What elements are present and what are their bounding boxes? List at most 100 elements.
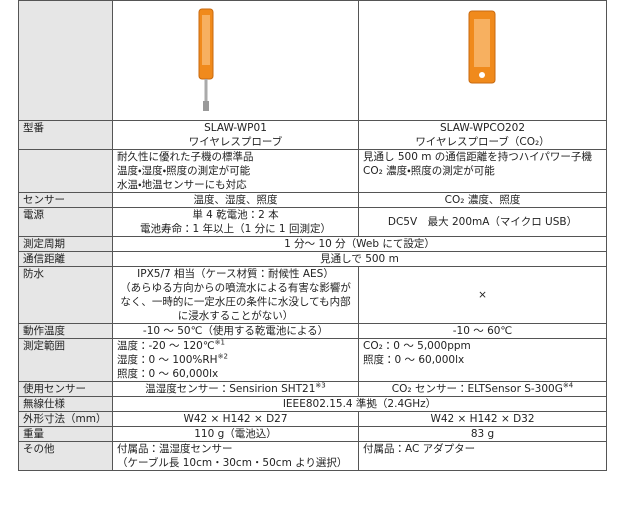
blank-cell xyxy=(18,0,113,121)
cell-line: 83 g xyxy=(470,428,495,440)
spec-cell: CO₂：0 ～ 5,000ppm 照度：0 ～ 60,000lx xyxy=(358,338,607,382)
cell-line: 付属品：AC アダプター xyxy=(363,443,476,455)
cell-line: CO₂：0 ～ 5,000ppm xyxy=(363,340,471,352)
cell-line: 付属品：温湿度センサー xyxy=(117,443,233,455)
cell-text: 湿度：0 ～ 100%RH xyxy=(117,354,218,366)
spec-cell: 110 g（電池込） xyxy=(112,426,359,442)
cell-line: × xyxy=(478,289,487,301)
spec-cell: -10 ～ 50℃（使用する乾電池による） xyxy=(112,323,359,339)
product-image xyxy=(468,10,496,84)
cell-line: IPX5/7 相当（ケース材質：耐候性 AES） xyxy=(137,268,334,280)
cell-line: 湿度：0 ～ 100%RH※2 xyxy=(117,353,354,367)
row-label: 使用センサー xyxy=(18,381,113,397)
spec-cell: 温湿度センサー：Sensirion SHT21※3 xyxy=(112,381,359,397)
image-cell xyxy=(358,0,607,121)
cell-line: CO₂ 濃度、照度 xyxy=(444,194,521,206)
footnote-mark: ※4 xyxy=(562,381,574,390)
cell-line: 1 分～ 10 分（Web にて設定） xyxy=(284,238,435,250)
cell-line: W42 × H142 × D32 xyxy=(430,413,535,425)
row-label: 測定周期 xyxy=(18,236,113,252)
spec-cell: 単 4 乾電池：2 本電池寿命：1 年以上（1 分に 1 回測定） xyxy=(112,207,359,237)
row-label: 重量 xyxy=(18,426,113,442)
cell-text: CO₂ センサー：ELTSensor S-300G xyxy=(391,383,563,395)
cell-line: 耐久性に優れた子機の標準品 xyxy=(117,151,254,163)
row-label: 動作温度 xyxy=(18,323,113,339)
cell-line: DC5V 最大 200mA（マイクロ USB） xyxy=(387,216,578,228)
spec-cell: -10 ～ 60℃ xyxy=(358,323,607,339)
spec-row: 使用センサー 温湿度センサー：Sensirion SHT21※3 CO₂ センサー：… xyxy=(18,381,607,397)
spec-row: センサー 温度、湿度、照度 CO₂ 濃度、照度 xyxy=(18,192,607,208)
spec-cell: IPX5/7 相当（ケース材質：耐候性 AES） （あらゆる方向からの噴流水による… xyxy=(112,266,359,324)
cell-line: （ケーブル長 10cm・30cm・50cm より選択） xyxy=(117,457,348,469)
spec-cell: 1 分～ 10 分（Web にて設定） xyxy=(112,236,607,252)
spec-cell: SLAW-WP01 ワイヤレスプローブ xyxy=(112,120,359,150)
cell-line: SLAW-WP01 xyxy=(204,122,267,134)
product-image xyxy=(198,8,214,111)
spec-cell: 見通し 500 m の通信距離を持つハイパワー子機 CO₂ 濃度・照度の測定が可能 xyxy=(358,149,607,193)
spec-row: 通信距離 見通しで 500 m xyxy=(18,251,607,267)
row-label: 電源 xyxy=(18,207,113,237)
table-body: 型番 SLAW-WP01 ワイヤレスプローブ SLAW-WPCO202 ワイヤレスプロー… xyxy=(18,0,607,471)
row-label: 防水 xyxy=(18,266,113,324)
cell-line: -10 ～ 50℃（使用する乾電池による） xyxy=(142,325,329,337)
spec-cell: 温度、湿度、照度 xyxy=(112,192,359,208)
cell-line: ワイヤレスプローブ（CO₂） xyxy=(415,136,550,148)
cell-line: 温度：-20 ～ 120℃※1 xyxy=(117,339,354,353)
cell-line: SLAW-WPCO202 xyxy=(439,122,526,134)
footnote-mark: ※1 xyxy=(214,338,225,347)
spec-row: その他 付属品：温湿度センサー （ケーブル長 10cm・30cm・50cm より選択… xyxy=(18,441,607,471)
spec-row: 測定範囲 温度：-20 ～ 120℃※1 湿度：0 ～ 100%RH※2 照度：0 ～… xyxy=(18,338,607,382)
row-label: センサー xyxy=(18,192,113,208)
spec-cell: W42 × H142 × D32 xyxy=(358,411,607,427)
cell-line: CO₂ 濃度・照度の測定が可能 xyxy=(363,165,495,177)
cell-line: 水温・地温センサーにも対応 xyxy=(117,179,247,191)
spec-cell: DC5V 最大 200mA（マイクロ USB） xyxy=(358,207,607,237)
cell-line: 温度・湿度・照度の測定が可能 xyxy=(117,165,251,177)
footnote-mark: ※2 xyxy=(217,352,228,361)
row-label: 外形寸法（mm） xyxy=(18,411,113,427)
cell-line: W42 × H142 × D27 xyxy=(183,413,288,425)
cell-line: 温湿度センサー：Sensirion SHT21※3 xyxy=(117,382,354,396)
spec-row: 無線仕様 IEEE802.15.4 準拠（2.4GHz） xyxy=(18,396,607,412)
row-label: 測定範囲 xyxy=(18,338,113,382)
cell-line: 見通し 500 m の通信距離を持つハイパワー子機 xyxy=(363,151,592,163)
row-label xyxy=(18,149,113,193)
cell-line: 単 4 乾電池：2 本 xyxy=(192,209,279,221)
spec-cell: × xyxy=(358,266,607,324)
spec-cell: 耐久性に優れた子機の標準品 温度・湿度・照度の測定が可能 水温・地温センサーにも対応 xyxy=(112,149,359,193)
spec-row: 電源単 4 乾電池：2 本電池寿命：1 年以上（1 分に 1 回測定） DC5V … xyxy=(18,207,607,237)
cell-line: CO₂ センサー：ELTSensor S-300G※4 xyxy=(363,382,602,396)
spec-row: 動作温度 -10 ～ 50℃（使用する乾電池による） -10 ～ 60℃ xyxy=(18,323,607,339)
spec-cell: 見通しで 500 m xyxy=(112,251,607,267)
spec-cell: 付属品：AC アダプター xyxy=(358,441,607,471)
cell-line: ワイヤレスプローブ xyxy=(188,136,283,148)
cell-line: 照度：0 ～ 60,000lx xyxy=(117,368,219,380)
spec-cell: W42 × H142 × D27 xyxy=(112,411,359,427)
spec-row: 耐久性に優れた子機の標準品 温度・湿度・照度の測定が可能 水温・地温センサーにも対応… xyxy=(18,149,607,193)
spec-cell: CO₂ センサー：ELTSensor S-300G※4 xyxy=(358,381,607,397)
row-label: その他 xyxy=(18,441,113,471)
spec-cell: CO₂ 濃度、照度 xyxy=(358,192,607,208)
cell-line: -10 ～ 60℃ xyxy=(452,325,513,337)
image-cell xyxy=(112,0,359,121)
cell-line: IEEE802.15.4 準拠（2.4GHz） xyxy=(282,398,437,410)
cell-text: 温湿度センサー：Sensirion SHT21 xyxy=(145,383,316,395)
row-label: 通信距離 xyxy=(18,251,113,267)
footnote-mark: ※3 xyxy=(315,381,326,390)
cell-line: 温度、湿度、照度 xyxy=(193,194,278,206)
spec-cell: SLAW-WPCO202 ワイヤレスプローブ（CO₂） xyxy=(358,120,607,150)
cell-line: （あらゆる方向からの噴流水による有害な影響がなく、一時的に一定水圧の条件に水没し… xyxy=(120,282,351,322)
spec-row: 重量 110 g（電池込） 83 g xyxy=(18,426,607,442)
spec-row: 外形寸法（mm） W42 × H142 × D27 W42 × H142 × D32 xyxy=(18,411,607,427)
spec-cell: 83 g xyxy=(358,426,607,442)
cell-line: 電池寿命：1 年以上（1 分に 1 回測定） xyxy=(140,223,331,235)
spec-cell: 温度：-20 ～ 120℃※1 湿度：0 ～ 100%RH※2 照度：0 ～ 60,… xyxy=(112,338,359,382)
row-label: 無線仕様 xyxy=(18,396,113,412)
row-label: 型番 xyxy=(18,120,113,150)
spec-table: 型番 SLAW-WP01 ワイヤレスプローブ SLAW-WPCO202 ワイヤレスプロー… xyxy=(18,0,607,471)
cell-line: 照度：0 ～ 60,000lx xyxy=(363,354,465,366)
cell-line: 見通しで 500 m xyxy=(320,253,399,265)
spec-cell: 付属品：温湿度センサー （ケーブル長 10cm・30cm・50cm より選択） xyxy=(112,441,359,471)
cell-line: 110 g（電池込） xyxy=(194,428,277,440)
